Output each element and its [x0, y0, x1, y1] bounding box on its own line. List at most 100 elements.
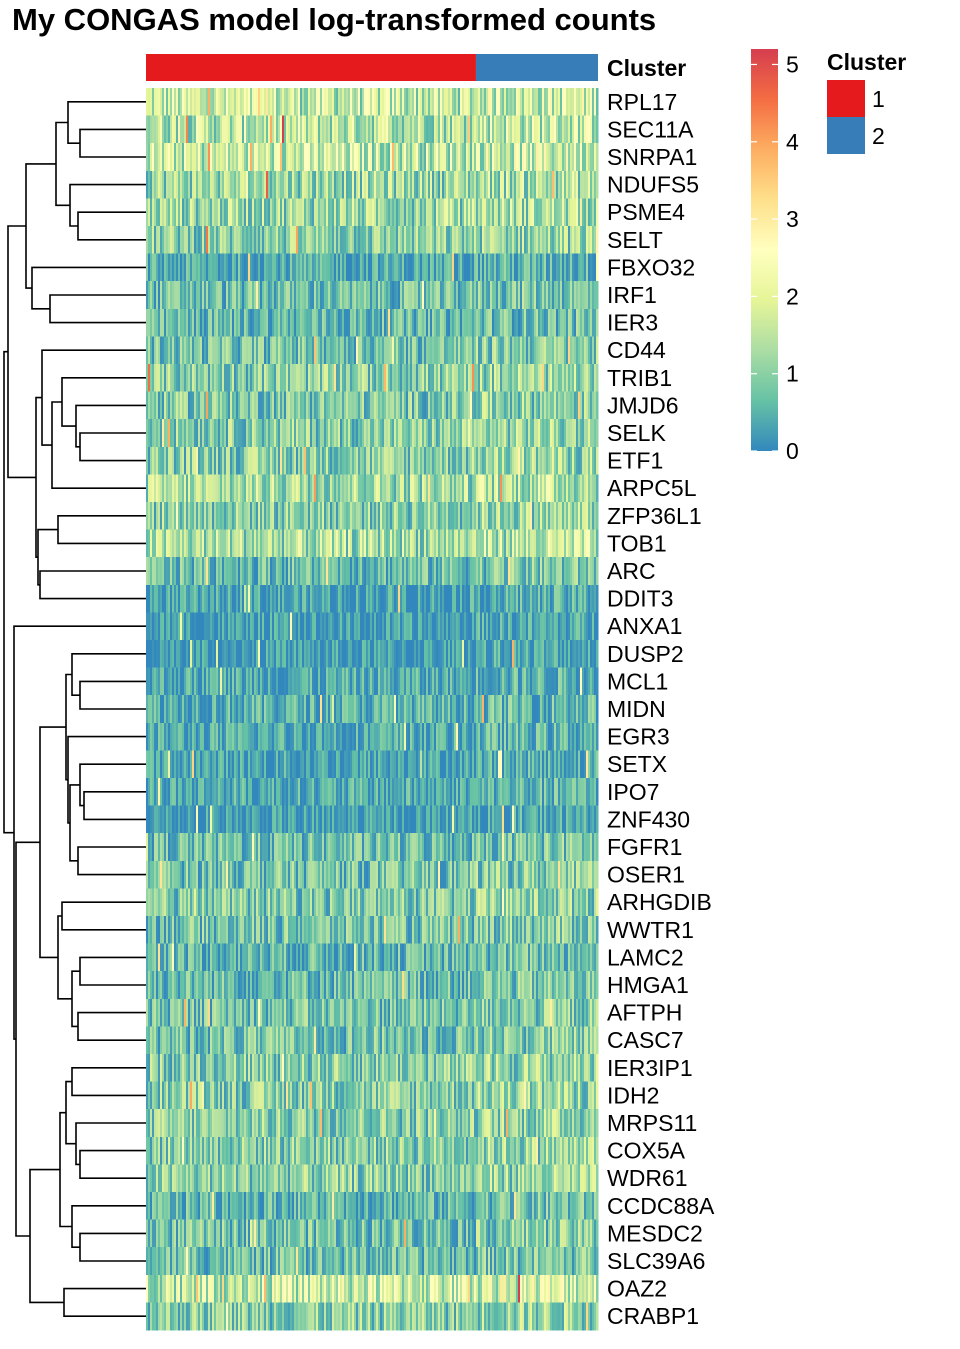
heatmap-cell	[312, 88, 315, 116]
heatmap-cell	[246, 640, 249, 668]
heatmap-cell	[516, 391, 519, 420]
heatmap-cell	[252, 364, 255, 392]
heatmap-cell	[244, 88, 247, 116]
heatmap-cell	[572, 474, 575, 503]
heatmap-cell	[216, 336, 219, 365]
heatmap-cell	[322, 474, 325, 503]
heatmap-cell	[388, 446, 391, 475]
heatmap-cell	[228, 584, 231, 613]
heatmap-cell	[444, 364, 447, 392]
heatmap-cell	[158, 584, 161, 613]
heatmap-cell	[408, 170, 411, 199]
heatmap-cell	[236, 170, 239, 199]
heatmap-cell	[370, 281, 373, 310]
heatmap-cell	[540, 88, 543, 116]
heatmap-cell	[502, 667, 505, 696]
heatmap-cell	[406, 281, 409, 310]
heatmap-cell	[466, 557, 469, 586]
heatmap-cell	[392, 198, 395, 227]
heatmap-cell	[368, 584, 371, 613]
heatmap-cell	[276, 584, 279, 613]
heatmap-cell	[216, 253, 219, 282]
heatmap-cell	[454, 115, 457, 144]
heatmap-cell	[264, 529, 267, 558]
heatmap-cell	[330, 115, 333, 144]
heatmap-cell	[396, 115, 399, 144]
heatmap-cell	[452, 143, 455, 172]
heatmap-cell	[146, 143, 149, 172]
heatmap-cell	[184, 281, 187, 310]
heatmap-cell	[562, 226, 565, 254]
heatmap-cell	[310, 143, 313, 172]
heatmap-cell	[470, 584, 473, 613]
heatmap-cell	[594, 446, 597, 475]
heatmap-cell	[500, 308, 503, 337]
heatmap-cell	[398, 612, 401, 641]
heatmap-cell	[556, 143, 559, 172]
heatmap-cell	[204, 115, 207, 144]
heatmap-cell	[552, 226, 555, 254]
heatmap-cell	[424, 446, 427, 475]
heatmap-cell	[240, 253, 243, 282]
heatmap-cell	[384, 253, 387, 282]
heatmap-cell	[272, 474, 275, 503]
heatmap-cell	[510, 446, 513, 475]
heatmap-cell	[188, 253, 191, 282]
heatmap-cell	[560, 198, 563, 227]
heatmap-cell	[490, 667, 493, 696]
heatmap-cell	[252, 281, 255, 310]
heatmap-cell	[278, 198, 281, 227]
heatmap-cell	[314, 253, 317, 282]
heatmap-cell	[176, 226, 179, 254]
heatmap-cell	[204, 419, 207, 448]
heatmap-cell	[168, 640, 171, 668]
heatmap-cell	[490, 170, 493, 199]
heatmap-cell	[154, 281, 157, 310]
heatmap-cell	[272, 612, 275, 641]
heatmap-cell	[408, 612, 411, 641]
heatmap-cell	[442, 170, 445, 199]
heatmap-cell	[248, 584, 251, 613]
heatmap-cell	[474, 336, 477, 365]
heatmap-cell	[488, 253, 491, 282]
heatmap-cell	[530, 502, 533, 530]
heatmap-cell	[270, 640, 273, 668]
heatmap-cell	[504, 198, 507, 227]
heatmap-cell	[344, 640, 347, 668]
heatmap-cell	[464, 143, 467, 172]
heatmap-cell	[532, 557, 535, 586]
heatmap-cell	[186, 612, 189, 641]
heatmap-cell	[576, 419, 579, 448]
heatmap-cell	[580, 612, 583, 641]
heatmap-cell	[478, 170, 481, 199]
heatmap-cell	[452, 612, 455, 641]
heatmap-cell	[242, 170, 245, 199]
heatmap-cell	[194, 557, 197, 586]
heatmap-cell	[322, 88, 325, 116]
heatmap-cell	[180, 143, 183, 172]
heatmap-cell	[238, 143, 241, 172]
heatmap-cell	[550, 308, 553, 337]
heatmap-cell	[348, 143, 351, 172]
heatmap-cell	[578, 474, 581, 503]
heatmap-cell	[256, 253, 259, 282]
heatmap-cell	[152, 667, 155, 696]
heatmap-cell	[400, 115, 403, 144]
heatmap-cell	[432, 391, 435, 420]
heatmap-cell	[268, 529, 271, 558]
heatmap-cell	[384, 391, 387, 420]
heatmap-cell	[190, 640, 193, 668]
heatmap-cell	[412, 502, 415, 530]
heatmap-cell	[406, 391, 409, 420]
heatmap-cell	[204, 281, 207, 310]
heatmap-cell	[226, 584, 229, 613]
heatmap-cell	[514, 253, 517, 282]
heatmap-cell	[512, 612, 515, 641]
heatmap-cell	[272, 502, 275, 530]
heatmap-cell	[338, 391, 341, 420]
heatmap-cell	[232, 419, 235, 448]
heatmap-cell	[440, 115, 443, 144]
heatmap-cell	[478, 612, 481, 641]
dendrogram-branch	[49, 294, 146, 324]
heatmap-cell	[328, 364, 331, 392]
